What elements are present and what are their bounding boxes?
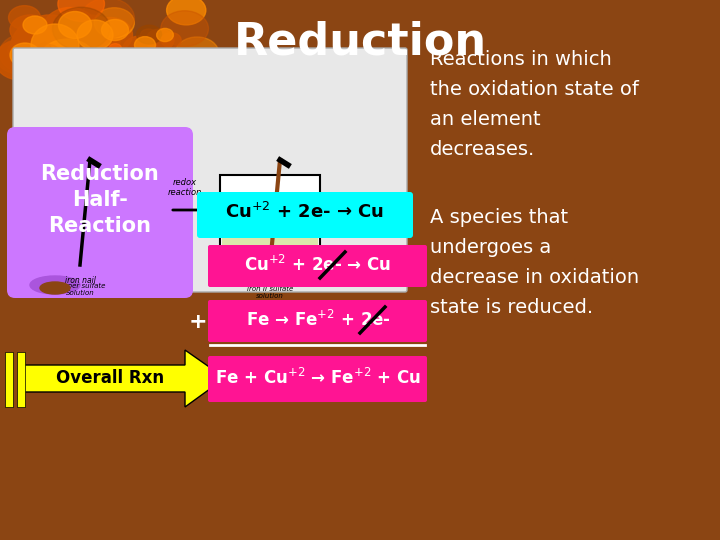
- Ellipse shape: [109, 44, 122, 53]
- Ellipse shape: [30, 276, 80, 294]
- Ellipse shape: [82, 64, 97, 76]
- Ellipse shape: [42, 8, 97, 52]
- Text: Reduction: Reduction: [233, 21, 487, 64]
- FancyBboxPatch shape: [7, 127, 193, 298]
- Text: iron II sulfate
solution: iron II sulfate solution: [247, 286, 293, 299]
- Ellipse shape: [10, 15, 50, 45]
- Ellipse shape: [60, 15, 120, 65]
- Ellipse shape: [161, 32, 181, 48]
- Polygon shape: [220, 175, 320, 275]
- Ellipse shape: [0, 40, 45, 80]
- Text: the oxidation state of: the oxidation state of: [430, 80, 639, 99]
- FancyBboxPatch shape: [17, 352, 25, 407]
- Ellipse shape: [88, 17, 132, 52]
- Ellipse shape: [157, 29, 174, 42]
- Text: decreases.: decreases.: [430, 140, 535, 159]
- Text: Cu$^{+2}$ + 2e- → Cu: Cu$^{+2}$ + 2e- → Cu: [225, 202, 384, 222]
- Ellipse shape: [102, 19, 128, 40]
- Text: A species that: A species that: [430, 208, 568, 227]
- Ellipse shape: [0, 39, 42, 74]
- Ellipse shape: [23, 16, 47, 34]
- Polygon shape: [20, 350, 225, 407]
- Ellipse shape: [86, 47, 108, 63]
- Ellipse shape: [58, 0, 104, 22]
- Ellipse shape: [31, 24, 79, 66]
- Polygon shape: [30, 175, 130, 275]
- Ellipse shape: [40, 282, 70, 294]
- Text: Overall Rxn: Overall Rxn: [56, 369, 164, 387]
- Ellipse shape: [137, 25, 162, 44]
- Ellipse shape: [77, 20, 113, 50]
- Ellipse shape: [135, 37, 156, 53]
- Ellipse shape: [175, 37, 219, 70]
- Ellipse shape: [122, 36, 158, 64]
- Text: redox
reaction: redox reaction: [168, 178, 202, 197]
- Text: copper sulfate
Solution: copper sulfate Solution: [55, 283, 105, 296]
- Text: Fe + Cu$^{+2}$ → Fe$^{+2}$ + Cu: Fe + Cu$^{+2}$ → Fe$^{+2}$ + Cu: [215, 368, 421, 388]
- FancyBboxPatch shape: [197, 192, 413, 238]
- Ellipse shape: [140, 29, 157, 41]
- Text: an element: an element: [430, 110, 541, 129]
- FancyBboxPatch shape: [208, 300, 427, 342]
- Text: undergoes a: undergoes a: [430, 238, 552, 257]
- FancyBboxPatch shape: [5, 352, 13, 407]
- Text: +: +: [189, 312, 207, 332]
- Ellipse shape: [0, 33, 53, 73]
- Text: Cu$^{+2}$ + 2e- → Cu: Cu$^{+2}$ + 2e- → Cu: [244, 255, 392, 275]
- Ellipse shape: [9, 5, 40, 30]
- Ellipse shape: [161, 11, 209, 46]
- Polygon shape: [222, 220, 318, 273]
- Ellipse shape: [166, 0, 206, 25]
- Ellipse shape: [36, 44, 60, 63]
- FancyBboxPatch shape: [208, 245, 427, 287]
- Ellipse shape: [53, 7, 110, 50]
- Ellipse shape: [10, 43, 40, 67]
- Ellipse shape: [58, 11, 91, 38]
- Text: Reduction
Half-
Reaction: Reduction Half- Reaction: [40, 164, 159, 237]
- Ellipse shape: [8, 42, 30, 59]
- Ellipse shape: [94, 8, 135, 38]
- Polygon shape: [32, 220, 128, 273]
- Text: Fe → Fe$^{+2}$ + 2e-: Fe → Fe$^{+2}$ + 2e-: [246, 310, 390, 330]
- Ellipse shape: [81, 0, 135, 38]
- Ellipse shape: [10, 15, 90, 85]
- Ellipse shape: [146, 29, 174, 51]
- FancyBboxPatch shape: [208, 356, 427, 402]
- Text: iron nail: iron nail: [65, 276, 96, 285]
- Ellipse shape: [39, 39, 95, 82]
- Ellipse shape: [23, 64, 37, 75]
- Text: decrease in oxidation: decrease in oxidation: [430, 268, 639, 287]
- Text: copper
coating: copper coating: [256, 266, 284, 285]
- Text: Reactions in which: Reactions in which: [430, 50, 612, 69]
- Text: state is reduced.: state is reduced.: [430, 298, 593, 317]
- FancyBboxPatch shape: [13, 48, 407, 292]
